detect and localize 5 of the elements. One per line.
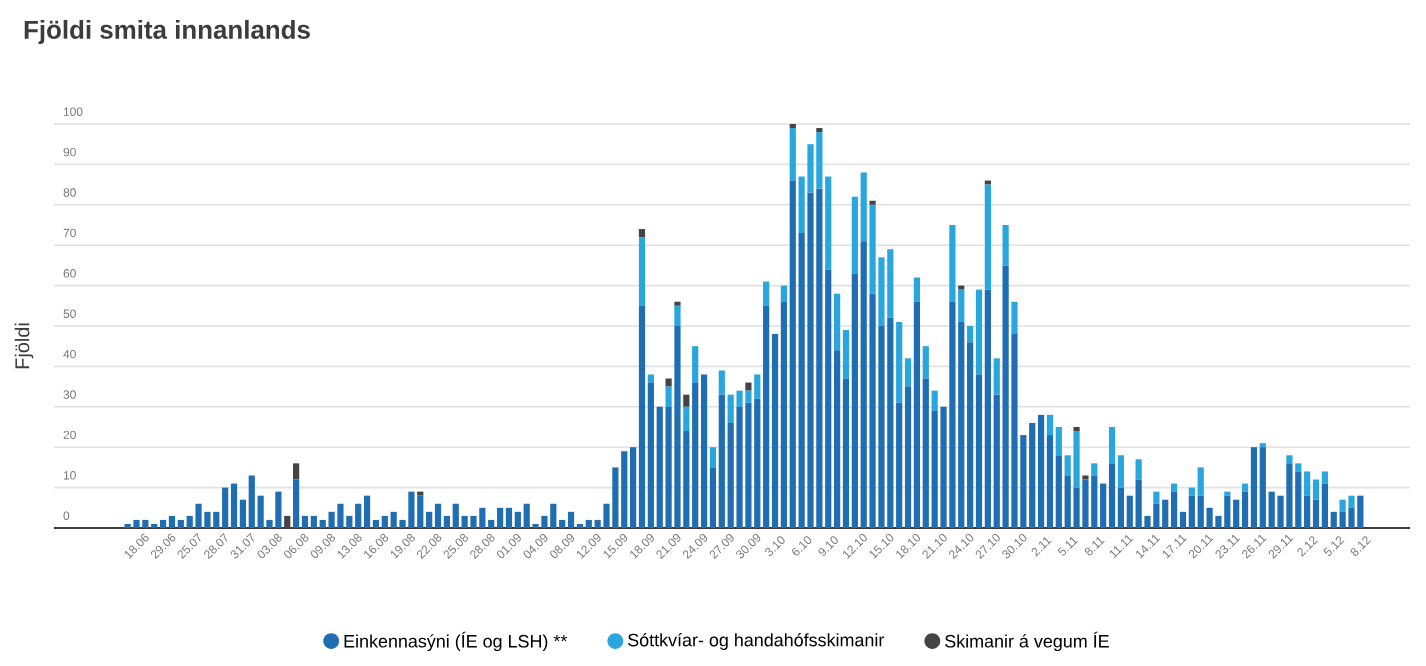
y-axis-title: Fjöldi xyxy=(14,323,34,369)
chart-title: Fjöldi smita innanlands xyxy=(24,19,310,45)
legend-label: Skimanir á vegum ÍE xyxy=(945,631,1109,652)
legend-label: Einkennasýni (ÍE og LSH) ** xyxy=(344,631,568,652)
legend-label: Sóttkvíar- og handahófsskimanir xyxy=(628,633,885,650)
